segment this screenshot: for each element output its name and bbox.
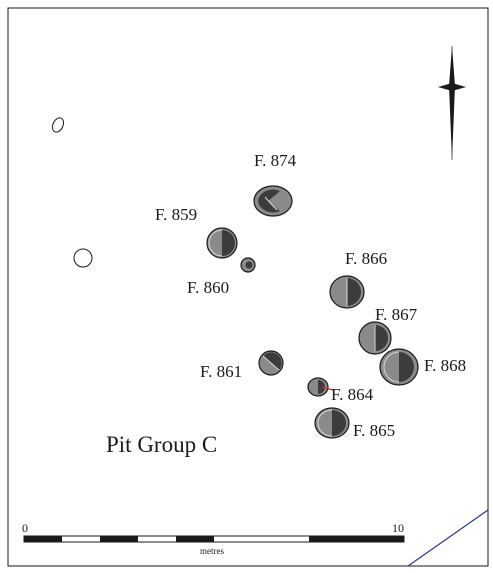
scale-end-label: 10 [392,521,404,535]
north-arrow-icon [438,46,466,160]
pit-feature-859 [206,227,238,259]
pit-feature-865 [314,407,350,439]
scale-unit-label: metres [200,546,224,556]
scale-bar: 0 10 metres [22,521,405,556]
feature-label: F. 867 [375,305,418,324]
feature-label: F. 861 [200,362,242,381]
pit-feature-864 [307,377,334,397]
plan-title: Pit Group C [106,432,217,457]
pit-feature-861 [258,350,284,376]
feature-label: F. 865 [353,421,395,440]
unexcavated-feature [51,117,65,133]
feature-label: F. 864 [331,385,374,404]
plan-frame [7,7,489,567]
pit-feature-874 [253,185,293,217]
unexcavated-feature [73,248,93,268]
feature-label: F. 866 [345,249,387,268]
feature-label: F. 859 [155,205,197,224]
scale-start-label: 0 [22,521,28,535]
pit-feature-868 [379,348,419,386]
pit-feature-860 [240,257,256,273]
section-line [321,386,334,391]
feature-label: F. 868 [424,356,466,375]
pit-feature-866 [329,275,365,309]
feature-label: F. 860 [187,278,229,297]
feature-label: F. 874 [254,151,297,170]
pit-feature-867 [358,321,392,355]
grid-line [407,509,489,567]
